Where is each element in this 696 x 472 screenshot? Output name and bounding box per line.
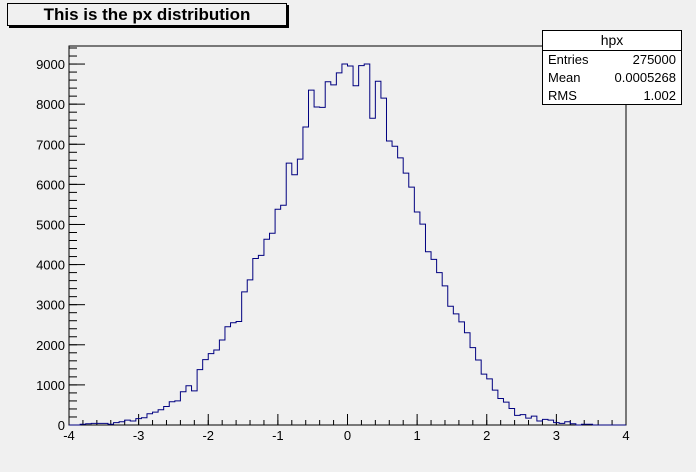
histogram-line [69,63,626,426]
stats-row-entries: Entries 275000 [543,51,681,69]
x-tick-label: 3 [553,428,560,443]
y-tick-label: 4000 [36,258,65,273]
stats-value: 1.002 [643,88,676,103]
y-tick-label: 6000 [36,177,65,192]
y-tick-label: 1000 [36,378,65,393]
x-tick-label: 2 [483,428,490,443]
chart-title: This is the px distribution [43,5,251,24]
x-tick-label: -2 [202,428,214,443]
stats-row-mean: Mean 0.0005268 [543,69,681,87]
stats-value: 275000 [632,52,676,67]
stats-row-rms: RMS 1.002 [543,87,681,105]
y-tick-label: 8000 [36,97,65,112]
stats-label: Entries [548,52,589,67]
x-tick-label: -4 [63,428,75,443]
y-tick-label: 5000 [36,217,65,232]
y-tick-label: 7000 [36,137,65,152]
plot-frame [68,45,627,426]
x-tick-label: 4 [622,428,629,443]
stats-label: Mean [548,70,581,85]
y-tick-label: 9000 [36,57,65,72]
stats-label: RMS [548,88,577,103]
x-tick-label: 1 [414,428,421,443]
y-tick-label: 0 [58,418,65,433]
y-tick-label: 2000 [36,338,65,353]
x-tick-label: -1 [272,428,284,443]
x-tick-label: -3 [133,428,145,443]
x-tick-label: 0 [344,428,351,443]
stats-box: hpx Entries 275000 Mean 0.0005268 RMS 1.… [542,30,682,105]
y-tick-label: 3000 [36,298,65,313]
stats-value: 0.0005268 [614,70,676,85]
title-box: This is the px distribution [7,3,287,26]
stats-name: hpx [543,31,681,51]
